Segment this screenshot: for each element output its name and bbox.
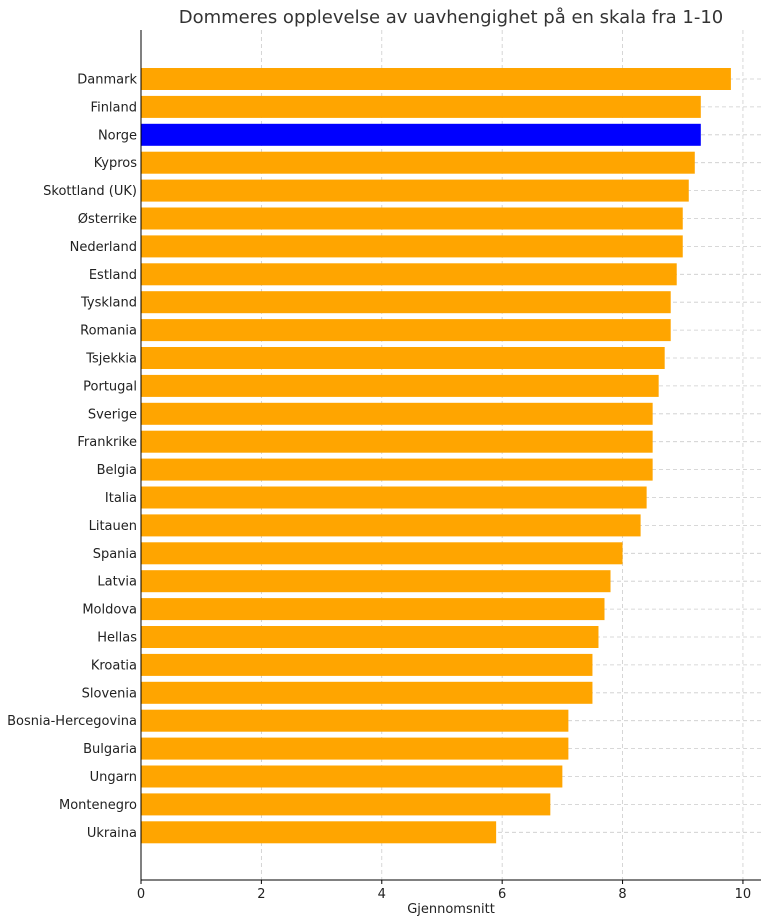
category-label: Estland — [89, 268, 137, 283]
category-label: Romania — [80, 324, 137, 339]
bar-estland — [141, 263, 677, 286]
bar-latvia — [141, 570, 611, 593]
bar-romania — [141, 319, 671, 342]
category-label: Belgia — [97, 463, 137, 478]
category-label: Tsjekkia — [85, 352, 137, 367]
bar-italia — [141, 486, 647, 509]
category-label: Litauen — [89, 519, 137, 534]
bar-portugal — [141, 374, 659, 397]
bar-bulgaria — [141, 737, 569, 760]
category-label: Kroatia — [91, 658, 137, 673]
bar-tsjekkia — [141, 347, 665, 369]
bar-kypros — [141, 151, 695, 174]
x-tick-label-2: 2 — [257, 887, 265, 902]
bar-slovenia — [141, 681, 593, 704]
category-label: Latvia — [97, 575, 137, 590]
category-label: Norge — [98, 128, 137, 143]
category-label: Sverige — [88, 407, 137, 422]
bar-bosnia-hercegovina — [141, 709, 569, 732]
bar-litauen — [141, 514, 641, 537]
category-label: Ukraina — [87, 826, 137, 841]
x-tick-label-4: 4 — [378, 887, 386, 902]
category-label: Spania — [93, 547, 137, 562]
x-tick-label-6: 6 — [498, 887, 506, 902]
bar-belgia — [141, 458, 653, 481]
bar-hellas — [141, 626, 599, 648]
bar-danmark — [141, 68, 731, 90]
category-label: Hellas — [97, 631, 137, 646]
bar-nederland — [141, 235, 683, 258]
category-label: Slovenia — [82, 686, 137, 701]
category-label: Kypros — [94, 156, 138, 171]
category-label: Bulgaria — [83, 742, 137, 757]
category-labels: Danmark Finland Norge Kypros Skottland (UK) Ø… — [7, 73, 137, 841]
category-label: Bosnia-Hercegovina — [7, 714, 137, 729]
bar-sverige — [141, 402, 653, 425]
bar-ukraina — [141, 821, 497, 844]
category-label: Danmark — [77, 73, 137, 88]
x-tick-label-8: 8 — [618, 887, 626, 902]
bar-kroatia — [141, 653, 593, 676]
x-tick-label-0: 0 — [137, 887, 145, 902]
bar-ungarn — [141, 765, 563, 788]
bar-finland — [141, 95, 701, 118]
category-label: Tyskland — [80, 296, 137, 311]
x-axis-label: Gjennomsnitt — [407, 902, 495, 917]
x-tick-label-10: 10 — [735, 887, 752, 902]
category-label: Skottland (UK) — [43, 184, 137, 199]
category-label: Montenegro — [59, 798, 137, 813]
x-axis-ticks: 0 2 4 6 8 10 — [137, 880, 751, 902]
category-label: Italia — [105, 491, 137, 506]
bars — [141, 68, 731, 844]
bar-østerrike — [141, 207, 683, 230]
category-label: Frankrike — [77, 435, 137, 450]
bar-skottland-uk- — [141, 179, 689, 202]
bar-frankrike — [141, 430, 653, 453]
category-label: Ungarn — [90, 770, 137, 785]
category-label: Finland — [91, 100, 137, 115]
bar-tyskland — [141, 291, 671, 314]
category-label: Moldova — [82, 603, 137, 618]
chart-title: Dommeres opplevelse av uavhengighet på e… — [179, 7, 724, 28]
bar-spania — [141, 542, 623, 565]
category-label: Østerrike — [78, 212, 137, 227]
bar-norge — [141, 123, 701, 146]
category-label: Portugal — [83, 379, 137, 394]
bar-montenegro — [141, 793, 551, 816]
category-label: Nederland — [70, 240, 137, 255]
bar-moldova — [141, 598, 605, 621]
